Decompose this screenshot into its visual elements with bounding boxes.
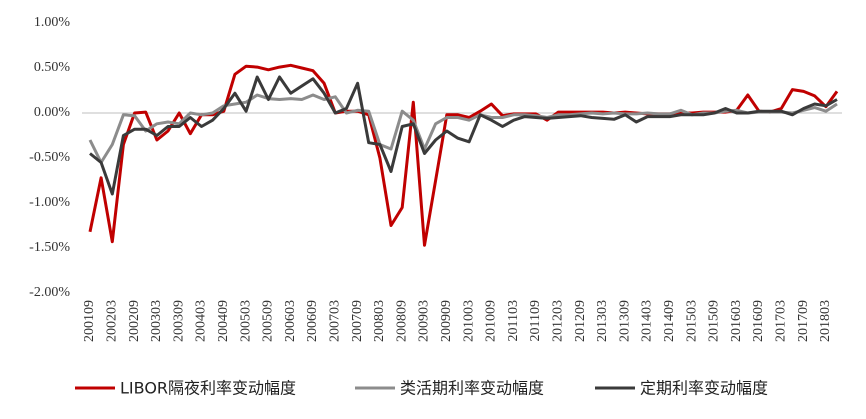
x-tick-label: 201109 [528, 300, 543, 341]
y-tick-label: 1.00% [34, 15, 71, 30]
legend-label: 定期利率变动幅度 [640, 379, 768, 398]
x-tick-label: 200209 [127, 300, 142, 342]
x-tick-label: 201303 [595, 300, 610, 342]
x-tick-label: 200903 [417, 300, 432, 342]
legend-label: 类活期利率变动幅度 [400, 379, 544, 398]
x-tick-label: 201003 [461, 300, 476, 342]
x-tick-label: 201103 [506, 300, 521, 341]
y-tick-label: -1.00% [29, 195, 70, 210]
x-tick-label: 201309 [617, 300, 632, 342]
x-tick-label: 201703 [773, 300, 788, 342]
x-tick-label: 201209 [573, 300, 588, 342]
x-tick-label: 200309 [171, 300, 186, 342]
x-tick-label: 201403 [640, 300, 655, 342]
x-tick-label: 200509 [261, 300, 276, 342]
x-tick-label: 200703 [328, 300, 343, 342]
x-tick-label: 200709 [350, 300, 365, 342]
x-tick-label: 200909 [439, 300, 454, 342]
legend-label: LIBOR隔夜利率变动幅度 [120, 379, 296, 398]
x-tick-label: 200403 [194, 300, 209, 342]
y-tick-label: 0.00% [34, 105, 71, 120]
x-tick-label: 201709 [796, 300, 811, 342]
x-tick-label: 200609 [305, 300, 320, 342]
x-tick-label: 200503 [238, 300, 253, 342]
y-tick-label: -0.50% [29, 150, 70, 165]
legend: LIBOR隔夜利率变动幅度 类活期利率变动幅度 定期利率变动幅度 [75, 379, 768, 398]
x-tick-label: 200203 [105, 300, 120, 342]
x-tick-label: 200803 [372, 300, 387, 342]
x-tick-label: 200603 [283, 300, 298, 342]
y-tick-label: -1.50% [29, 240, 70, 255]
x-tick-label: 201503 [684, 300, 699, 342]
x-tick-label: 200409 [216, 300, 231, 342]
series-line [88, 63, 839, 247]
y-tick-label: 0.50% [34, 60, 71, 75]
x-tick-label: 200303 [149, 300, 164, 342]
x-tick-label: 201009 [484, 300, 499, 342]
series-line [89, 75, 838, 196]
x-tick-label: 201203 [550, 300, 565, 342]
y-tick-label: -2.00% [29, 285, 70, 300]
x-tick-label: 201509 [707, 300, 722, 342]
series-line [88, 93, 838, 164]
x-tick-label: 200109 [82, 300, 97, 342]
x-tick-label: 201803 [818, 300, 833, 342]
x-tick-label: 201603 [729, 300, 744, 342]
x-tick-label: 200809 [394, 300, 409, 342]
x-tick-label: 201409 [662, 300, 677, 342]
x-tick-label: 201609 [751, 300, 766, 342]
